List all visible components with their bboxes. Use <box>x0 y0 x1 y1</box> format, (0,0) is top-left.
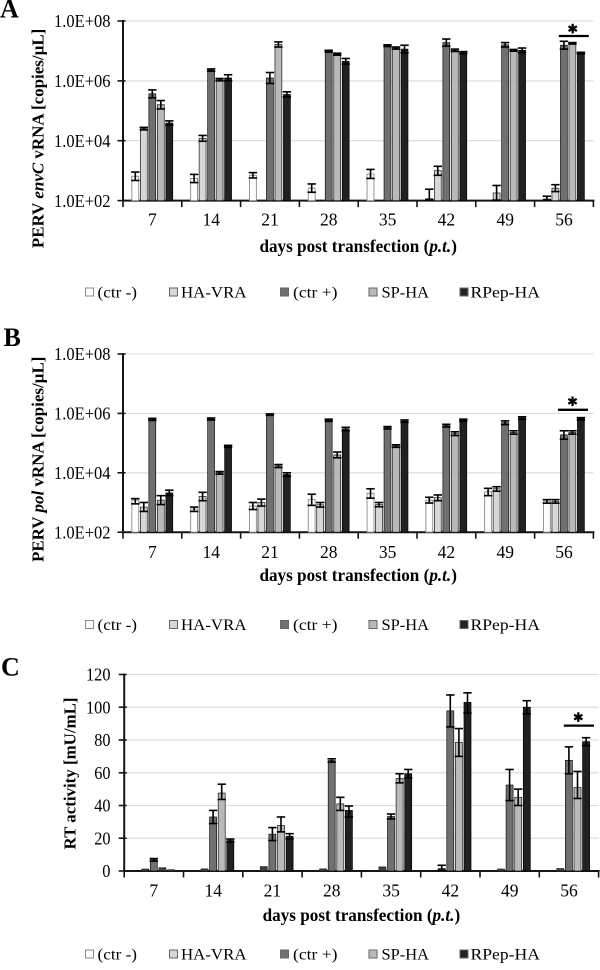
svg-text:1.0E+08: 1.0E+08 <box>54 11 111 31</box>
svg-text:56: 56 <box>555 210 573 230</box>
svg-text:28: 28 <box>323 881 341 901</box>
svg-text:14: 14 <box>202 542 220 562</box>
svg-text:(ctr -): (ctr -) <box>98 947 138 964</box>
svg-text:7: 7 <box>148 542 157 562</box>
svg-text:PERV envC vRNA [copies/µL]: PERV envC vRNA [copies/µL] <box>29 29 48 249</box>
svg-text:60: 60 <box>94 763 110 783</box>
svg-text:days post transfection (p.t.): days post transfection (p.t.) <box>259 565 457 586</box>
svg-text:PERV pol vRNA [copies/µL]: PERV pol vRNA [copies/µL] <box>29 357 48 563</box>
svg-text:A: A <box>0 0 19 24</box>
svg-text:days post transfection (p.t.): days post transfection (p.t.) <box>263 905 461 926</box>
svg-text:49: 49 <box>496 542 514 562</box>
svg-text:HA-VRA: HA-VRA <box>181 617 247 634</box>
svg-text:(ctr +): (ctr +) <box>293 617 338 634</box>
svg-text:28: 28 <box>320 542 338 562</box>
svg-text:(ctr -): (ctr -) <box>98 285 138 302</box>
svg-text:56: 56 <box>560 881 578 901</box>
svg-text:HA-VRA: HA-VRA <box>181 285 247 302</box>
svg-text:42: 42 <box>438 542 456 562</box>
svg-text:SP-HA: SP-HA <box>382 285 430 302</box>
svg-text:21: 21 <box>261 542 279 562</box>
svg-text:1.0E+04: 1.0E+04 <box>54 131 111 151</box>
svg-text:14: 14 <box>202 210 220 230</box>
svg-text:HA-VRA: HA-VRA <box>181 947 247 964</box>
svg-text:1.0E+04: 1.0E+04 <box>54 463 111 483</box>
svg-text:1.0E+06: 1.0E+06 <box>54 404 111 424</box>
svg-text:100: 100 <box>86 698 111 718</box>
svg-text:35: 35 <box>379 542 397 562</box>
svg-text:SP-HA: SP-HA <box>382 947 430 964</box>
svg-text:0: 0 <box>102 861 110 881</box>
svg-text:20: 20 <box>94 829 110 849</box>
svg-text:1.0E+02: 1.0E+02 <box>54 522 111 542</box>
svg-text:RPep-HA: RPep-HA <box>471 617 541 634</box>
svg-text:42: 42 <box>442 881 460 901</box>
svg-text:RPep-HA: RPep-HA <box>471 285 541 302</box>
svg-text:C: C <box>1 653 20 682</box>
svg-text:B: B <box>4 323 21 352</box>
svg-text:days post transfection (p.t.): days post transfection (p.t.) <box>259 236 457 257</box>
svg-text:14: 14 <box>204 881 222 901</box>
svg-text:49: 49 <box>501 881 519 901</box>
svg-text:7: 7 <box>148 210 157 230</box>
svg-text:7: 7 <box>149 881 158 901</box>
svg-text:40: 40 <box>94 796 110 816</box>
svg-text:56: 56 <box>555 542 573 562</box>
svg-text:1.0E+02: 1.0E+02 <box>54 191 111 211</box>
svg-text:1.0E+08: 1.0E+08 <box>54 344 111 364</box>
svg-text:49: 49 <box>496 210 514 230</box>
svg-text:120: 120 <box>86 665 111 685</box>
svg-text:42: 42 <box>438 210 456 230</box>
svg-text:(ctr +): (ctr +) <box>293 947 338 964</box>
svg-text:(ctr +): (ctr +) <box>293 285 338 302</box>
svg-text:RPep-HA: RPep-HA <box>471 947 541 964</box>
svg-text:(ctr -): (ctr -) <box>98 617 138 634</box>
svg-text:21: 21 <box>261 210 279 230</box>
svg-text:21: 21 <box>264 881 282 901</box>
svg-text:35: 35 <box>382 881 400 901</box>
svg-text:RT activity [mU/mL]: RT activity [mU/mL] <box>61 698 80 850</box>
svg-text:28: 28 <box>320 210 338 230</box>
svg-text:80: 80 <box>94 730 110 750</box>
svg-text:35: 35 <box>379 210 397 230</box>
svg-text:1.0E+06: 1.0E+06 <box>54 71 111 91</box>
svg-text:SP-HA: SP-HA <box>382 617 430 634</box>
